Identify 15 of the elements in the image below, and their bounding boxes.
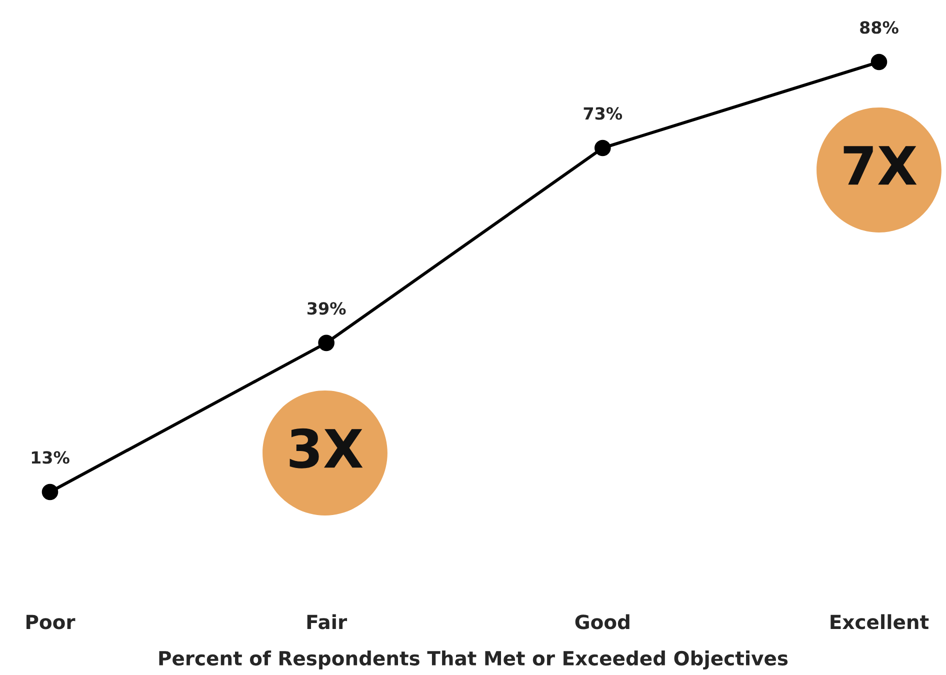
point xyxy=(42,484,58,500)
x-tick-label: Poor xyxy=(26,614,76,630)
x-tick-label: Good xyxy=(575,614,630,630)
x-tick-label: Fair xyxy=(307,614,348,630)
data-label: 73% xyxy=(584,107,622,120)
point xyxy=(318,334,334,352)
x-axis-title: Percent of Respondents That Met or Exceeded Objectives xyxy=(159,650,788,670)
point xyxy=(870,54,888,70)
annotation: 7X xyxy=(844,146,917,185)
point xyxy=(594,140,611,156)
annotation: 3X xyxy=(290,428,363,468)
data-label: 88% xyxy=(860,21,898,34)
data-label: 13% xyxy=(32,451,70,464)
data-label: 39% xyxy=(308,302,346,315)
x-tick-label: Excellent xyxy=(830,614,929,630)
